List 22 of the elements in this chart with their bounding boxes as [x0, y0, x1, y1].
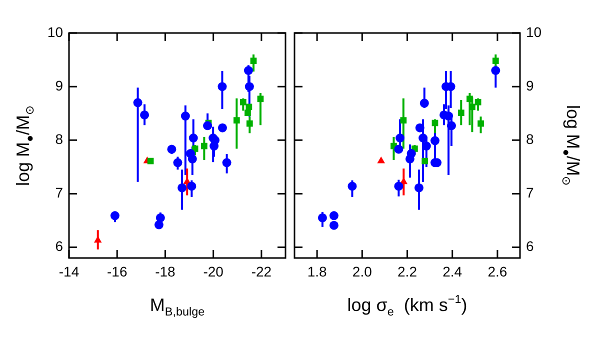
- x-tick-label: -20: [203, 263, 224, 280]
- x-tick-label: -18: [155, 263, 176, 280]
- x-tick-label: 2.4: [442, 263, 462, 280]
- x-tick-label: 2.2: [398, 263, 418, 280]
- y2-tick-label: 7: [526, 184, 534, 201]
- x-tick-label: 1.8: [307, 263, 327, 280]
- y-axis-title: log M●/M⊙: [12, 104, 37, 186]
- y2-tick-label: 10: [526, 24, 542, 40]
- y-tick-label: 8: [55, 131, 64, 147]
- y2-tick-label: 9: [526, 77, 534, 94]
- x-tick-label: 2.6: [488, 263, 508, 280]
- y-tick-label: 10: [47, 24, 64, 40]
- y2-axis-title: log M●/M⊙: [559, 104, 584, 186]
- y2-tick-label: 6: [526, 238, 534, 254]
- x-tick-label: -22: [251, 263, 272, 280]
- y2-tick-label: 8: [526, 131, 534, 147]
- x-tick-label: -14: [58, 263, 80, 280]
- x-tick-label: -16: [106, 263, 128, 280]
- y-tick-label: 6: [55, 238, 64, 254]
- y-tick-label: 7: [55, 184, 64, 201]
- y-tick-label: 9: [55, 77, 64, 94]
- x-tick-label: 2.0: [352, 263, 372, 280]
